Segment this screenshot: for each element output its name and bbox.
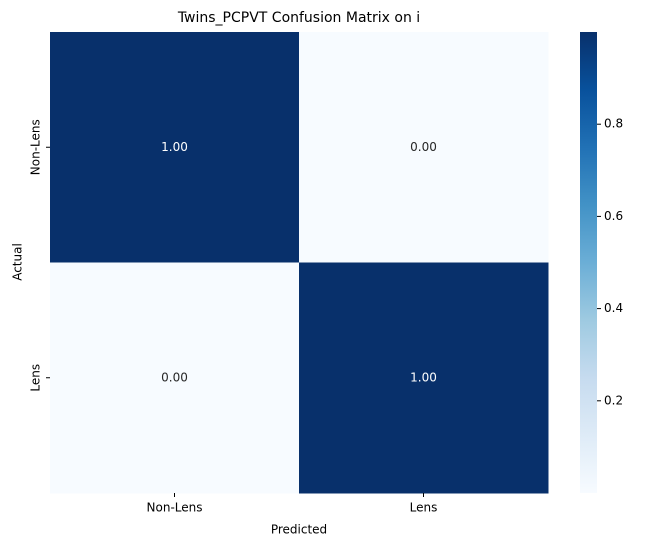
colorbar-tick-label: 0.6 <box>604 209 623 223</box>
cell-label: 0.00 <box>410 140 437 154</box>
x-tick-label: Lens <box>410 501 438 515</box>
colorbar-tick-label: 0.4 <box>604 301 623 315</box>
y-tick-label: Lens <box>29 364 43 392</box>
chart-title: Twins_PCPVT Confusion Matrix on i <box>177 10 420 26</box>
x-tick-label: Non-Lens <box>147 501 203 515</box>
y-axis-label: Actual <box>11 243 25 281</box>
y-tick-label: Non-Lens <box>29 119 43 175</box>
heatmap-cell <box>299 262 549 494</box>
cell-label: 0.00 <box>161 370 188 384</box>
heatmap-cell <box>50 32 300 263</box>
cell-label: 1.00 <box>161 140 188 154</box>
heatmap-cell <box>50 262 300 494</box>
colorbar-tick-label: 0.8 <box>604 117 623 131</box>
colorbar <box>580 32 597 493</box>
x-axis-label: Predicted <box>271 523 327 537</box>
cell-label: 1.00 <box>410 370 437 384</box>
heatmap-cell <box>299 32 549 263</box>
colorbar-tick-label: 0.2 <box>604 393 623 407</box>
